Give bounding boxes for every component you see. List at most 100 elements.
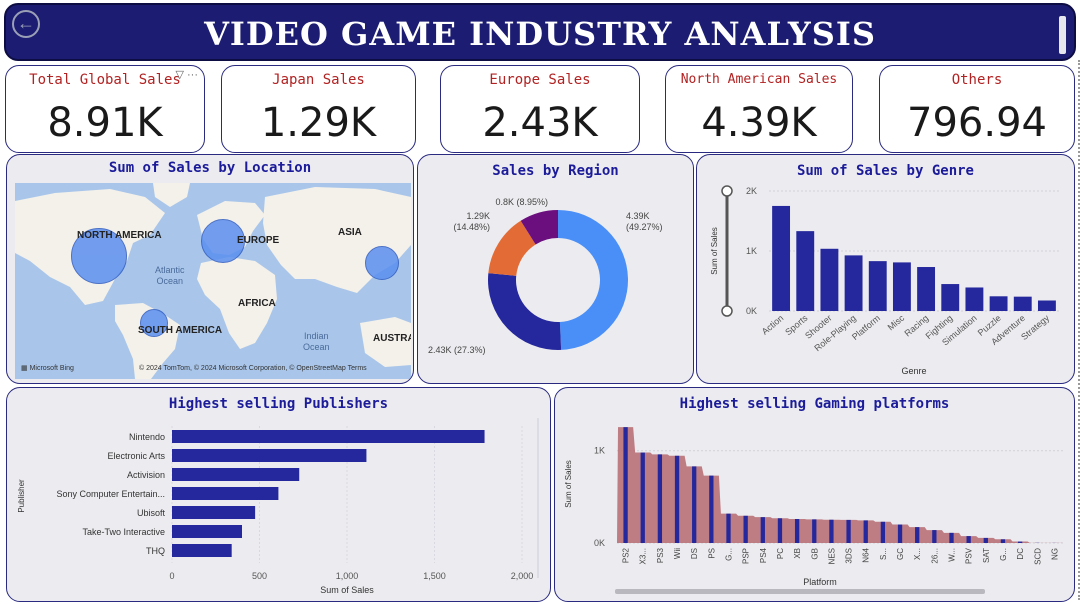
platform-bar — [863, 520, 868, 543]
genre-bar — [965, 287, 984, 311]
x-tick-label: NES — [827, 548, 836, 564]
x-tick-label: PSP — [742, 548, 751, 564]
title-banner: ← VIDEO GAME INDUSTRY ANALYSIS — [4, 3, 1076, 61]
region-panel: Sales by Region 4.39K (49.27%) 2.43K (27.3… — [417, 154, 694, 384]
platform-bar — [709, 475, 714, 543]
slice-pct: (14.48%) — [453, 222, 490, 232]
y-tick-label: 0K — [746, 306, 757, 316]
kpi-value: 796.94 — [907, 100, 1047, 146]
genre-bar — [844, 255, 863, 311]
platform-bar — [915, 527, 920, 543]
bubble-europe[interactable] — [201, 219, 245, 263]
kpi-card-europe-sales[interactable]: Europe Sales 2.43K — [440, 65, 640, 153]
platform-bar — [623, 427, 628, 543]
map-label-atlantic-ocean: Atlantic Ocean — [155, 265, 185, 286]
y-tick-label: Activision — [127, 470, 165, 480]
genre-bar — [1037, 300, 1056, 311]
donut-chart[interactable]: 4.39K(49.27%) 2.43K (27.3%) 1.29K(14.48%) 0… — [418, 155, 694, 384]
kpi-card-total-global-sales[interactable]: Total Global Sales ▽ ··· 8.91K — [5, 65, 205, 153]
panel-title: Highest selling Publishers — [168, 396, 389, 412]
donut-slice — [520, 210, 558, 245]
x-tick-label: SAT — [982, 548, 991, 563]
bubble-north-america[interactable] — [71, 228, 127, 284]
map-credit[interactable]: © 2024 TomTom, © 2024 Microsoft Corporat… — [139, 365, 367, 372]
kpi-value: 8.91K — [47, 100, 163, 146]
genre-bar — [941, 284, 960, 311]
platform-area — [617, 427, 1063, 543]
y-tick-label: Nintendo — [129, 432, 165, 442]
x-tick-label: Wii — [673, 548, 682, 559]
map-label-africa: AFRICA — [238, 298, 276, 309]
platform-bar — [829, 519, 834, 543]
publisher-bar-chart[interactable]: 0 500 1,000 1,500 2,000 Nintendo Electronic Ar… — [7, 388, 551, 602]
bubble-south-america[interactable] — [140, 309, 168, 337]
x-axis-title: Platform — [803, 577, 837, 587]
more-options-icon[interactable]: ··· — [187, 69, 198, 81]
map-label-asia: ASIA — [338, 227, 362, 238]
kpi-value: 1.29K — [260, 100, 377, 146]
x-tick-label: SCD — [1033, 548, 1042, 565]
x-tick-label: NG — [1050, 548, 1059, 560]
bing-label: Microsoft Bing — [29, 365, 74, 372]
panel-title: Sum of Sales by Genre — [796, 163, 974, 179]
map-label-europe: EUROPE — [237, 235, 280, 246]
y-axis-title: Publisher — [17, 479, 26, 513]
kpi-value: 2.43K — [482, 100, 598, 146]
x-tick-label: X... — [913, 548, 922, 560]
chart-scrollbar — [615, 589, 985, 594]
kpi-label: Europe Sales — [489, 72, 591, 88]
kpi-card-north-american-sales[interactable]: North American Sales 4.39K — [665, 65, 853, 153]
x-tick-label: W... — [948, 548, 957, 562]
map-label-south-america: SOUTH AMERICA — [138, 325, 223, 336]
platform-bar — [1000, 539, 1006, 543]
page-title: VIDEO GAME INDUSTRY ANALYSIS — [204, 15, 876, 53]
range-slider-handle-bottom — [721, 305, 733, 317]
map-label-indian-ocean: Indian Ocean — [303, 331, 330, 352]
bubble-asia[interactable] — [365, 246, 399, 280]
y-tick-label: Electronic Arts — [107, 451, 165, 461]
platform-panel: Highest selling Gaming platforms Sum of … — [554, 387, 1075, 602]
kpi-card-others[interactable]: Others 796.94 — [879, 65, 1075, 153]
y-tick-label: Ubisoft — [137, 508, 166, 518]
platform-bar — [932, 530, 937, 543]
genre-bar-chart[interactable]: Sum of Sales0K1K2KActionSportsShooterRol… — [697, 155, 1075, 384]
y-tick-label: 1K — [594, 446, 605, 456]
x-tick-label: PS2 — [622, 547, 631, 563]
kpi-card-japan-sales[interactable]: Japan Sales 1.29K — [221, 65, 416, 153]
x-tick-label: 1,000 — [336, 571, 359, 581]
platform-bar — [657, 454, 663, 543]
kpi-label: Total Global Sales — [29, 72, 181, 88]
slice-label: 4.39K — [626, 211, 650, 221]
y-axis-title: Sum of Sales — [710, 227, 719, 275]
platform-bar — [760, 517, 765, 543]
x-axis-title: Genre — [901, 366, 926, 376]
x-tick-label: 2,000 — [511, 571, 534, 581]
panel-title: Sum of Sales by Location — [108, 160, 312, 176]
genre-bar — [772, 205, 791, 311]
publisher-bar — [172, 525, 242, 538]
x-tick-label: PS4 — [759, 547, 768, 563]
platform-bar — [674, 455, 680, 543]
x-tick-label: 0 — [169, 571, 174, 581]
x-tick-label: 3DS — [845, 548, 854, 564]
filter-icon[interactable]: ▽ — [175, 69, 184, 81]
genre-bar — [989, 296, 1008, 311]
publisher-bar — [172, 506, 256, 519]
platform-bar — [880, 521, 886, 543]
platform-bar-chart[interactable]: Sum of Sales 0K 1K PS2 X3... PS3 Wii DS PS G... PS… — [555, 388, 1075, 602]
land-greenland — [153, 183, 190, 207]
platform-bar — [794, 519, 800, 543]
genre-panel: Sum of Sales by Genre Sum of Sales 0K 1K 2K… — [696, 154, 1075, 384]
platform-bar — [1017, 541, 1023, 543]
scrollbar-thumb[interactable] — [1059, 16, 1066, 54]
genre-bar — [917, 267, 936, 311]
x-tick-label: X3... — [639, 548, 648, 564]
kpi-toolbar: ▽ ··· — [175, 68, 198, 81]
donut-slice — [488, 220, 536, 276]
x-tick-label: XB — [793, 548, 802, 559]
world-map[interactable]: NORTH AMERICA EUROPE ASIA AFRICA SOUTH A… — [15, 183, 411, 379]
map-panel: Sum of Sales by Location NORTH AMERICA E… — [6, 154, 414, 384]
back-arrow-icon[interactable]: ← — [12, 10, 40, 38]
x-tick-label: DS — [690, 548, 699, 559]
